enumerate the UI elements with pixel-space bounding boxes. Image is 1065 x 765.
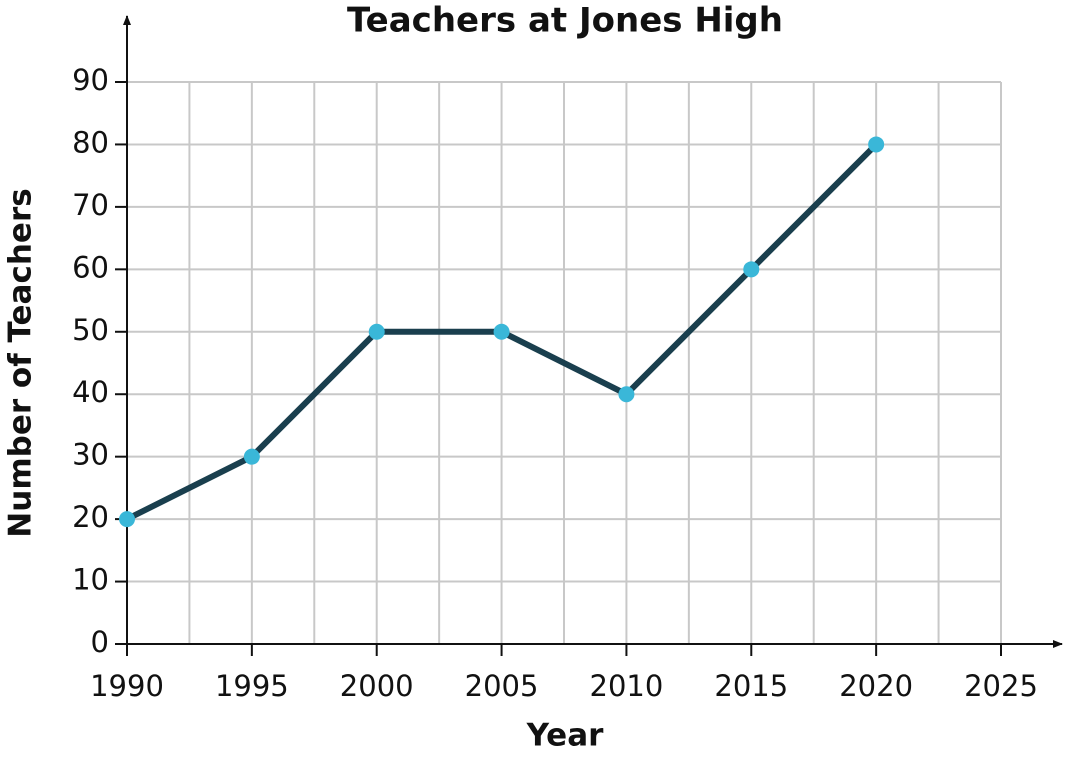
point xyxy=(368,323,385,340)
y-tick-label: 70 xyxy=(72,188,109,222)
x-tick-label: 2015 xyxy=(714,669,788,703)
x-axis-label: Year xyxy=(526,718,605,754)
y-tick-label: 20 xyxy=(72,500,109,534)
x-tick-label: 2010 xyxy=(590,669,664,703)
y-tick-label: 40 xyxy=(72,375,109,409)
y-axis-label: Number of Teachers xyxy=(3,188,39,537)
x-tick-label: 1990 xyxy=(90,669,164,703)
y-tick-label: 60 xyxy=(72,250,109,284)
point xyxy=(618,386,635,403)
y-tick-label: 80 xyxy=(72,125,109,159)
y-tick-label: 0 xyxy=(91,625,109,659)
x-tick-label: 2000 xyxy=(340,669,414,703)
y-tick-label: 30 xyxy=(72,438,109,472)
grid xyxy=(126,81,1002,645)
y-tick-label: 90 xyxy=(72,63,109,97)
x-tick-label: 1995 xyxy=(215,669,289,703)
point xyxy=(868,136,885,153)
y-tick-label: 50 xyxy=(72,313,109,347)
y-tick-label: 10 xyxy=(72,563,109,597)
point xyxy=(119,511,135,528)
point xyxy=(493,323,510,340)
point xyxy=(243,448,260,465)
x-tick-label: 2020 xyxy=(839,669,913,703)
point xyxy=(743,261,760,278)
chart-title: Teachers at Jones High xyxy=(347,1,783,41)
x-tick-label: 2005 xyxy=(465,669,539,703)
x-tick-label: 2025 xyxy=(964,669,1038,703)
